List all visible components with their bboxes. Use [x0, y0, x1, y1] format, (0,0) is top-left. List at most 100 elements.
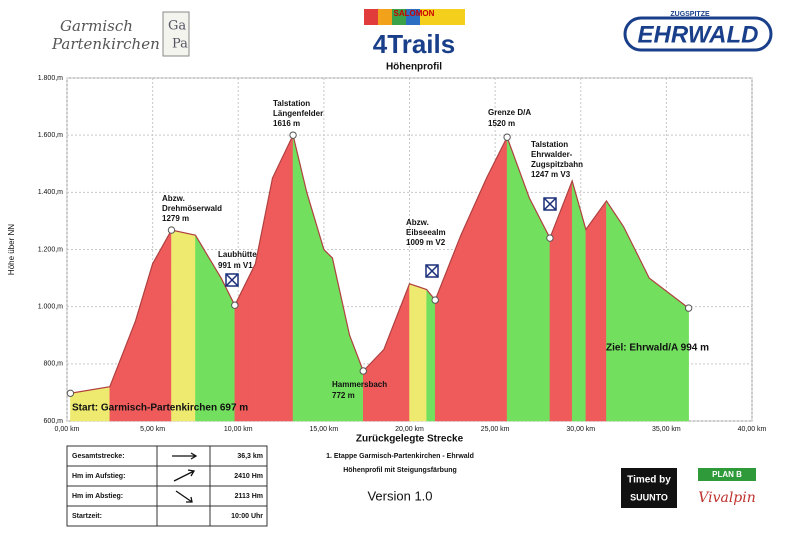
- version: Version 1.0: [367, 488, 432, 503]
- table-value: 10:00 Uhr: [231, 513, 263, 520]
- x-axis-title: Zurückgelegte Strecke: [356, 434, 464, 445]
- annotation-line: Hammersbach: [332, 380, 387, 389]
- annotation-point: [231, 301, 239, 309]
- footer-text: Höhenprofil mit Steigungsfärbung: [343, 467, 457, 474]
- annotation: Hammersbach 772 m: [332, 380, 387, 400]
- annotation-line: 1009 m V2: [406, 238, 446, 247]
- logo-text: SUUNTO: [630, 492, 668, 502]
- y-tick-label: 800,m: [44, 361, 64, 368]
- annotation-point: [359, 367, 367, 375]
- logo-text: Garmisch: [60, 17, 133, 35]
- logo-small: ZUGSPITZE: [670, 11, 710, 18]
- table-label: Hm im Aufstieg:: [72, 473, 125, 480]
- table-icons: [172, 452, 198, 503]
- y-tick-label: 1.600,m: [38, 132, 63, 139]
- x-tick-label: 40,00 km: [738, 426, 767, 433]
- y-tick-label: 1.000,m: [38, 304, 63, 311]
- table-value: 2410 Hm: [234, 473, 263, 480]
- area-segment: [409, 283, 427, 422]
- badge-text: Ga: [168, 19, 186, 34]
- arrow-icon: [173, 469, 196, 482]
- annotation: Abzw. Drehmöserwald 1279 m: [162, 194, 222, 223]
- annotation-point: [546, 234, 554, 242]
- logo-title: EHRWALD: [638, 21, 759, 48]
- table-label: Hm im Abstieg:: [72, 493, 123, 500]
- y-tick-label: 1.200,m: [38, 246, 63, 253]
- annotation-line: 1279 m: [162, 214, 189, 223]
- annotation-line: Drehmöserwald: [162, 204, 222, 213]
- area-segment: [606, 200, 624, 422]
- annotation-line: Abzw.: [406, 218, 429, 227]
- annotation-line: Grenze D/A: [488, 108, 531, 117]
- annotation-line: Eibseealm: [406, 228, 446, 237]
- annotation: Laubhütte 991 m V1: [218, 250, 257, 270]
- annotation: Talstation Längenfelder 1616 m: [273, 99, 323, 128]
- annotation: Abzw. Eibseealm 1009 m V2: [406, 218, 446, 247]
- lift-icon: [543, 197, 557, 211]
- table-value: 36,3 km: [237, 453, 263, 460]
- logo-frame: [623, 16, 773, 52]
- x-tick-label: 30,00 km: [566, 426, 595, 433]
- x-tick-label: 10,00 km: [224, 426, 253, 433]
- arrow-icon: [175, 490, 193, 503]
- logo-text: Partenkirchen: [51, 35, 160, 53]
- table-grid: [67, 446, 267, 526]
- annotation-point: [503, 133, 511, 141]
- logo-text: Timed by: [627, 475, 671, 486]
- logo-title: 4Trails: [373, 29, 455, 59]
- annotation-point: [431, 296, 439, 304]
- annotation-line: 1520 m: [488, 119, 515, 128]
- annotation-line: Längenfelder: [273, 109, 323, 118]
- logo-text: Vivalpin: [698, 490, 756, 506]
- area-segment: [272, 135, 294, 422]
- arrow-icon: [172, 452, 198, 460]
- y-tick-label: 1.800,m: [38, 75, 63, 82]
- logo-box: [621, 468, 677, 508]
- badge-text: Pa: [172, 37, 188, 52]
- x-tick-label: 15,00 km: [309, 426, 338, 433]
- y-tick-label: 1.400,m: [38, 189, 63, 196]
- logo-box: [698, 468, 756, 481]
- lift-icon: [225, 273, 239, 287]
- annotation-line: 1616 m: [273, 119, 300, 128]
- x-tick-label: 35,00 km: [652, 426, 681, 433]
- logo-stripe: [392, 9, 406, 25]
- table-label: Startzeit:: [72, 513, 102, 520]
- annotation-point: [289, 131, 297, 139]
- y-tick-label: 600,m: [44, 418, 64, 425]
- annotation-line: 1247 m V3: [531, 170, 571, 179]
- x-tick-label: 25,00 km: [481, 426, 510, 433]
- annotation-line: Talstation: [273, 99, 310, 108]
- annotations: Start: Garmisch-Partenkirchen 697 m Abzw…: [72, 99, 709, 414]
- annotation: Talstation Ehrwalder-Zugspitzbahn 1247 m V…: [531, 140, 583, 179]
- logo-stripe: [420, 9, 465, 25]
- table-label: Gesamtstrecke:: [72, 453, 125, 460]
- annotation-line: Zugspitzbahn: [531, 160, 583, 169]
- plot: 600,m 800,m 1.000,m 1.200,m 1.400,m 1.600,m 1.…: [7, 75, 766, 445]
- table-value: 2113 Hm: [235, 493, 263, 500]
- area-segment: [171, 229, 196, 422]
- chart-title: Höhenprofil: [386, 62, 442, 73]
- badge: [162, 11, 190, 57]
- annotation: Start: Garmisch-Partenkirchen 697 m: [72, 403, 248, 414]
- annotation-line: Ehrwalder-: [531, 150, 573, 159]
- annotation-line: 772 m: [332, 391, 355, 400]
- logo-stripe: [364, 9, 378, 25]
- area-segment: [426, 288, 436, 422]
- annotation-line: Talstation: [531, 140, 568, 149]
- annotation-line: 991 m V1: [218, 261, 253, 270]
- area-segment: [486, 137, 508, 422]
- brand: SALOMON: [394, 9, 435, 18]
- annotation: Grenze D/A 1520 m: [488, 108, 531, 128]
- x-tick-label: 20,00 km: [395, 426, 424, 433]
- annotation-line: Abzw.: [162, 194, 185, 203]
- logo-text: PLAN B: [712, 470, 742, 479]
- x-tick-label: 0,00 km: [55, 426, 80, 433]
- annotation-point: [167, 226, 176, 234]
- lift-icon: [425, 264, 439, 278]
- annotation-point: [66, 389, 75, 397]
- y-axis-title: Höhe über NN: [7, 224, 16, 275]
- footer-text: 1. Etappe Garmisch-Partenkirchen - Ehrwa…: [326, 453, 474, 460]
- summary-table: Gesamtstrecke: 36,3 km Hm im Aufstieg: 2410…: [66, 445, 268, 527]
